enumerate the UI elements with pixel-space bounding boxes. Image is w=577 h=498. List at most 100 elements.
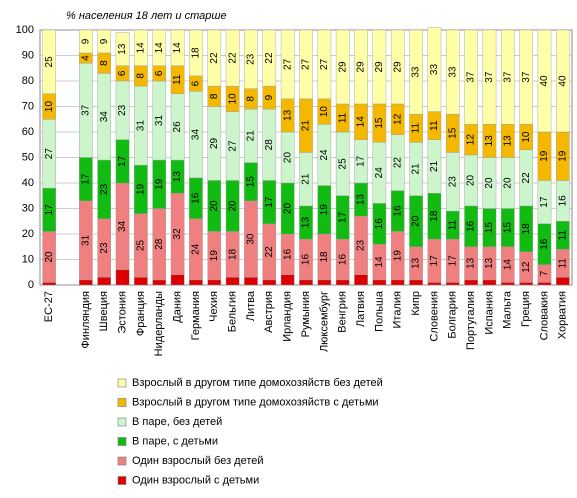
bar-segment <box>79 279 93 286</box>
x-tick-label: Австрия <box>263 291 275 333</box>
bar-segment <box>170 274 185 286</box>
data-label: 14 <box>154 42 165 54</box>
data-label: 13 <box>172 171 183 183</box>
data-label: 20 <box>411 215 422 227</box>
data-label: 31 <box>81 234 92 246</box>
data-label: 22 <box>264 246 275 258</box>
data-label: 26 <box>172 121 183 133</box>
y-tick-label: 10 <box>22 253 34 265</box>
data-label: 40 <box>557 75 568 87</box>
data-label: 17 <box>539 196 550 208</box>
x-tick-label: Португалия <box>465 291 477 350</box>
bar-segment <box>445 29 460 115</box>
bar-segment <box>537 282 552 286</box>
data-label: 11 <box>557 230 568 241</box>
bar-segment <box>556 277 570 286</box>
y-tick-label: 30 <box>22 202 34 214</box>
bar-segment <box>225 29 240 87</box>
bar-segment <box>152 279 167 286</box>
data-label: 13 <box>282 109 293 121</box>
bar-segment <box>280 29 295 100</box>
x-tick-label: Ирландия <box>282 291 294 342</box>
data-label: 31 <box>136 120 147 132</box>
x-tick-label: Бельгия <box>227 291 239 332</box>
x-tick-label: Мальта <box>502 290 514 329</box>
data-label: 14 <box>374 256 385 268</box>
legend-label: В паре, с детьми <box>132 435 218 447</box>
data-label: 20 <box>282 203 293 215</box>
data-label: 24 <box>374 167 385 179</box>
data-label: 14 <box>136 42 147 54</box>
data-label: 16 <box>337 254 348 266</box>
bar-segment <box>519 29 533 125</box>
bar-segment <box>537 29 552 133</box>
data-label: 20 <box>209 200 220 212</box>
data-label: 37 <box>502 71 513 83</box>
data-label: 17 <box>44 204 55 216</box>
data-label: 22 <box>227 52 238 64</box>
data-label: 30 <box>246 233 257 245</box>
data-label: 10 <box>521 131 532 143</box>
legend-swatch <box>117 398 127 407</box>
data-label: 11 <box>557 258 568 269</box>
data-label: 17 <box>447 255 458 267</box>
data-label: 8 <box>99 60 110 66</box>
bar-segment <box>445 282 460 286</box>
data-label: 17 <box>117 155 128 167</box>
data-label: 16 <box>374 218 385 230</box>
y-tick-label: 80 <box>22 75 34 87</box>
bar-segment <box>372 279 387 286</box>
data-label: 21 <box>301 173 312 185</box>
data-label: 9 <box>99 38 110 44</box>
data-label: 33 <box>429 64 440 76</box>
x-tick-label: Италия <box>392 291 404 329</box>
data-label: 28 <box>154 238 165 250</box>
bar-segment <box>335 29 350 105</box>
bar-segment <box>519 282 533 286</box>
data-label: 18 <box>429 210 440 222</box>
data-label: 27 <box>319 58 330 70</box>
data-label: 29 <box>209 137 220 149</box>
data-label: 7 <box>539 270 550 276</box>
bar-segment <box>115 269 130 286</box>
data-label: 12 <box>392 113 403 125</box>
bar-segment <box>170 29 185 66</box>
data-label: 32 <box>172 228 183 240</box>
x-tick-label: Греция <box>520 291 532 327</box>
bar-segment <box>372 29 387 105</box>
bar-segment <box>464 29 478 125</box>
x-tick-label: Венгрия <box>337 291 349 333</box>
x-tick-label: Румыния <box>300 291 312 337</box>
data-label: 8 <box>246 96 257 102</box>
data-label: 4 <box>81 55 92 61</box>
data-label: 37 <box>81 104 92 116</box>
data-label: 34 <box>117 220 128 232</box>
data-label: 33 <box>447 66 458 78</box>
data-label: 20 <box>466 174 477 186</box>
data-label: 16 <box>301 254 312 266</box>
data-label: 13 <box>411 257 422 269</box>
data-label: 22 <box>264 52 275 64</box>
data-label: 29 <box>337 61 348 73</box>
data-label: 28 <box>264 139 275 151</box>
y-tick-label: 90 <box>22 49 34 61</box>
bar-segment <box>500 29 515 125</box>
legend-label: Один взрослый без детей <box>132 455 264 467</box>
bar-segment <box>299 29 313 100</box>
data-label: 16 <box>557 195 568 207</box>
legend-label: Взрослый в другом типе домохозяйств без … <box>132 377 383 389</box>
data-label: 11 <box>447 219 458 230</box>
data-label: 21 <box>301 120 312 132</box>
x-tick-label: Франция <box>135 291 147 336</box>
bar-segment <box>115 32 130 66</box>
y-tick-label: 20 <box>22 228 34 240</box>
data-label: 34 <box>99 111 110 123</box>
data-label: 13 <box>117 43 128 55</box>
data-label: 18 <box>521 223 532 235</box>
bar-segment <box>556 29 570 133</box>
data-label: 20 <box>484 177 495 189</box>
data-label: 21 <box>429 160 440 172</box>
bar-segment <box>244 29 258 89</box>
bar-segment <box>500 282 515 286</box>
data-label: 9 <box>264 94 275 100</box>
